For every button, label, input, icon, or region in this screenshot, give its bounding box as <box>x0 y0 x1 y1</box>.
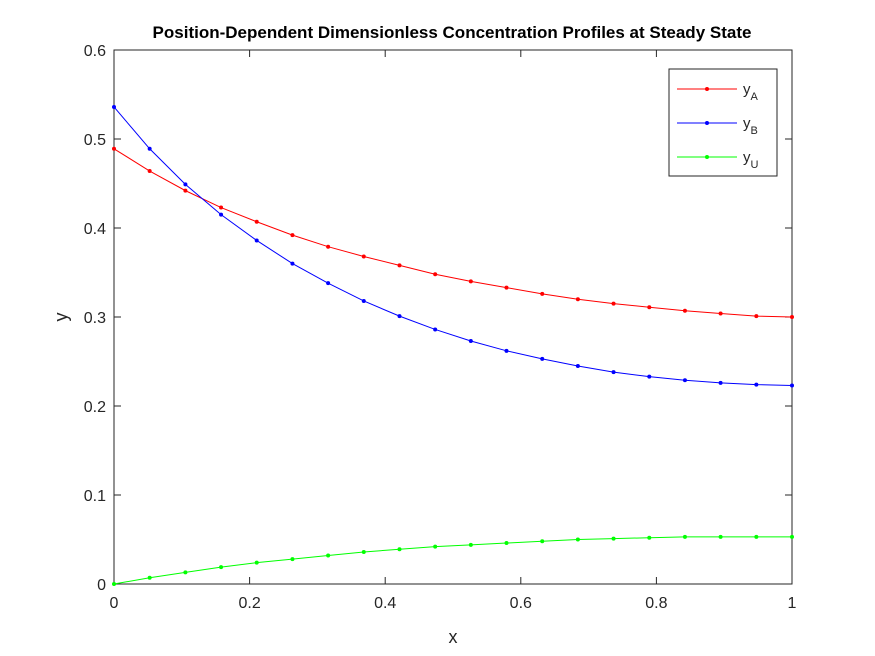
y-ticks: 0 0.1 0.2 0.3 0.4 0.5 0.6 <box>84 43 792 594</box>
data-point-u <box>682 534 687 539</box>
data-point-b <box>254 238 259 243</box>
y-tick-label: 0.2 <box>84 399 106 416</box>
x-axis-label: x <box>449 627 458 647</box>
data-point-a <box>290 233 295 238</box>
series-line-a <box>113 148 793 318</box>
legend-label-b: yB <box>743 115 758 137</box>
data-point-a <box>468 279 473 284</box>
series-line-u <box>113 536 792 585</box>
series-lines <box>112 104 794 586</box>
legend-label-u: yU <box>743 149 759 171</box>
data-point-a <box>718 311 723 316</box>
y-axis-label: y <box>51 313 71 322</box>
data-point-a <box>754 314 759 319</box>
data-point-u <box>754 534 759 539</box>
data-point-u <box>433 544 438 549</box>
data-point-a <box>575 297 580 302</box>
data-point-u <box>575 537 580 542</box>
data-point-b <box>361 298 366 303</box>
data-point-u <box>183 570 188 575</box>
data-point-a <box>219 205 224 210</box>
y-tick-label: 0.1 <box>84 488 106 505</box>
data-point-a <box>112 146 116 151</box>
data-point-b <box>468 339 473 344</box>
y-tick-label: 0.5 <box>84 132 106 149</box>
legend: yA yB yU <box>668 68 778 177</box>
data-point-b <box>433 327 438 332</box>
data-point-a <box>147 169 152 174</box>
data-point-a <box>611 301 616 306</box>
data-point-u <box>112 582 116 586</box>
data-point-b <box>183 182 188 187</box>
data-point-a <box>647 305 652 310</box>
y-tick-label: 0.6 <box>84 43 106 60</box>
x-tick-label: 0.6 <box>510 595 532 612</box>
data-point-a <box>183 188 188 193</box>
y-tick-label: 0.4 <box>84 221 106 238</box>
data-point-u <box>540 539 545 544</box>
data-point-b <box>754 382 759 387</box>
data-point-u <box>254 560 259 565</box>
chart-title: Position-Dependent Dimensionless Concent… <box>153 23 752 42</box>
data-point-u <box>468 542 473 547</box>
series-line-b <box>113 106 793 387</box>
data-point-u <box>611 536 616 541</box>
data-point-a <box>433 272 438 277</box>
data-point-u <box>326 553 331 558</box>
data-point-b <box>397 314 402 319</box>
data-point-u <box>361 549 366 554</box>
data-point-b <box>219 212 224 217</box>
data-point-u <box>790 534 794 539</box>
data-point-b <box>647 374 652 379</box>
data-point-b <box>611 370 616 375</box>
legend-marker-b <box>705 121 709 125</box>
x-ticks: 0 0.2 0.4 0.6 0.8 1 <box>110 50 797 612</box>
data-point-b <box>682 378 687 383</box>
x-tick-label: 0 <box>110 595 119 612</box>
legend-marker-u <box>705 155 709 159</box>
legend-marker-a <box>705 87 709 91</box>
data-point-u <box>504 541 509 546</box>
data-point-b <box>147 146 152 151</box>
data-point-b <box>504 348 509 353</box>
data-point-a <box>682 308 687 313</box>
y-tick-label: 0 <box>97 577 106 594</box>
data-point-u <box>219 565 224 570</box>
data-point-u <box>718 534 723 539</box>
x-tick-label: 0.4 <box>374 595 396 612</box>
data-point-u <box>397 547 402 552</box>
x-tick-label: 0.8 <box>645 595 667 612</box>
data-point-a <box>540 291 545 296</box>
data-point-u <box>290 557 295 562</box>
data-point-b <box>290 261 295 266</box>
data-point-u <box>647 535 652 540</box>
data-point-a <box>361 254 366 259</box>
data-point-b <box>790 383 794 388</box>
data-point-b <box>112 104 116 109</box>
data-point-a <box>790 315 794 319</box>
legend-label-a: yA <box>743 81 759 103</box>
data-point-a <box>397 263 402 268</box>
data-point-a <box>254 219 259 224</box>
y-tick-label: 0.3 <box>84 310 106 327</box>
data-point-u <box>147 575 152 580</box>
x-tick-label: 0.2 <box>238 595 260 612</box>
data-point-b <box>575 363 580 368</box>
data-point-b <box>718 380 723 385</box>
data-point-a <box>504 285 509 290</box>
x-tick-label: 1 <box>788 595 797 612</box>
data-point-a <box>326 244 331 249</box>
data-point-b <box>326 281 331 286</box>
data-point-b <box>540 356 545 361</box>
